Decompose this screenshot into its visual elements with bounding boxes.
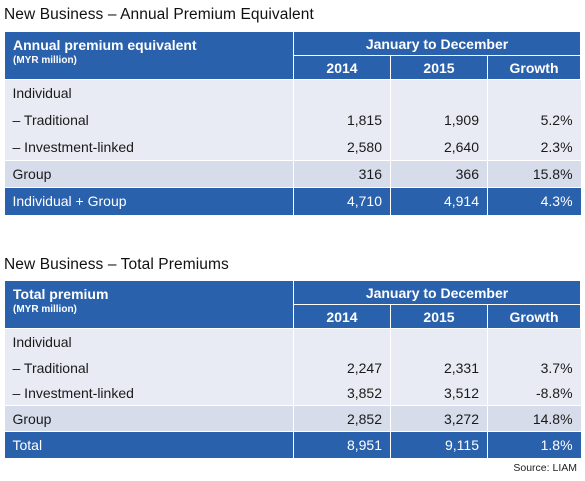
cell-2015: 3,272 [390,405,488,432]
table-row: – Investment-linked 2,580 2,640 2.3% [4,133,581,161]
cell-growth: 3.7% [486,354,581,381]
cell-2015: 2,331 [390,354,488,381]
column-header-2015: 2015 [390,55,488,80]
table-unit: (MYR million) [13,304,77,315]
table-subheader-row: 2014 2015 Growth [4,55,582,80]
cell-2014: 316 [293,160,391,188]
cell-growth: 4.3% [486,187,581,215]
cell-2015: 366 [390,160,488,188]
row-label: – Traditional [4,106,294,134]
ape-table: Annual premium equivalent (MYR million) … [4,31,582,215]
table-row: – Investment-linked 3,852 3,512 -8.8% [4,380,581,406]
column-header-2015: 2015 [390,304,488,329]
cell-growth: 15.8% [486,160,581,188]
row-label: Total [4,431,294,458]
cell-2014: 2,852 [293,405,391,432]
table-title-total-premiums: New Business – Total Premiums [4,256,229,273]
cell-growth: 5.2% [486,106,581,134]
cell-2015: 4,914 [390,187,488,215]
table-row: Group 2,852 3,272 14.8% [4,405,581,432]
cell-2015: 1,909 [390,106,488,134]
cell-2015 [390,79,488,107]
row-label: Group [4,405,294,432]
table-row: Group 316 366 15.8% [4,160,581,188]
table-label-cell: Annual premium equivalent (MYR million) [4,31,294,80]
row-label: Individual + Group [4,187,294,215]
cell-growth: 1.8% [486,431,581,458]
table-title-ape: New Business – Annual Premium Equivalent [4,6,314,23]
column-header-growth: Growth [486,55,582,80]
cell-2014: 8,951 [293,431,391,458]
cell-2015: 9,115 [390,431,488,458]
period-header: January to December [292,31,582,56]
cell-growth: 14.8% [486,405,581,432]
cell-2015 [390,328,488,355]
table-total-row: Individual + Group 4,710 4,914 4.3% [4,187,581,215]
table-header-row: Total premium (MYR million) January to D… [4,280,582,329]
cell-2015: 2,640 [390,133,488,161]
column-header-2014: 2014 [293,55,391,80]
cell-2015: 3,512 [390,380,488,406]
cell-growth [486,79,581,107]
cell-2014: 1,815 [293,106,391,134]
cell-2014: 3,852 [293,380,391,406]
table-row: Individual [4,79,581,107]
cell-growth: -8.8% [486,380,581,406]
table-unit: (MYR million) [13,55,77,66]
cell-2014: 2,247 [293,354,391,381]
row-label: – Investment-linked [4,133,294,161]
table-header-row: Annual premium equivalent (MYR million) … [4,31,582,80]
table-row: – Traditional 2,247 2,331 3.7% [4,354,581,381]
cell-growth [486,328,581,355]
row-label: – Investment-linked [4,380,294,406]
column-header-growth: Growth [486,304,582,329]
table-total-row: Total 8,951 9,115 1.8% [4,431,581,458]
total-premiums-table: Total premium (MYR million) January to D… [4,280,582,458]
row-label: Group [4,160,294,188]
table-label: Annual premium equivalent [13,37,197,53]
cell-2014: 4,710 [293,187,391,215]
row-label: – Traditional [4,354,294,381]
cell-2014: 2,580 [293,133,391,161]
table-row: Individual [4,328,581,355]
table-row: – Traditional 1,815 1,909 5.2% [4,106,581,134]
row-label: Individual [4,328,294,355]
column-header-2014: 2014 [293,304,391,329]
source-note: Source: LIAM [513,462,577,474]
cell-growth: 2.3% [486,133,581,161]
table-label-cell: Total premium (MYR million) [4,280,294,329]
cell-2014 [293,79,391,107]
row-label: Individual [4,79,294,107]
table-label: Total premium [13,286,109,302]
cell-2014 [293,328,391,355]
period-header: January to December [292,280,582,305]
